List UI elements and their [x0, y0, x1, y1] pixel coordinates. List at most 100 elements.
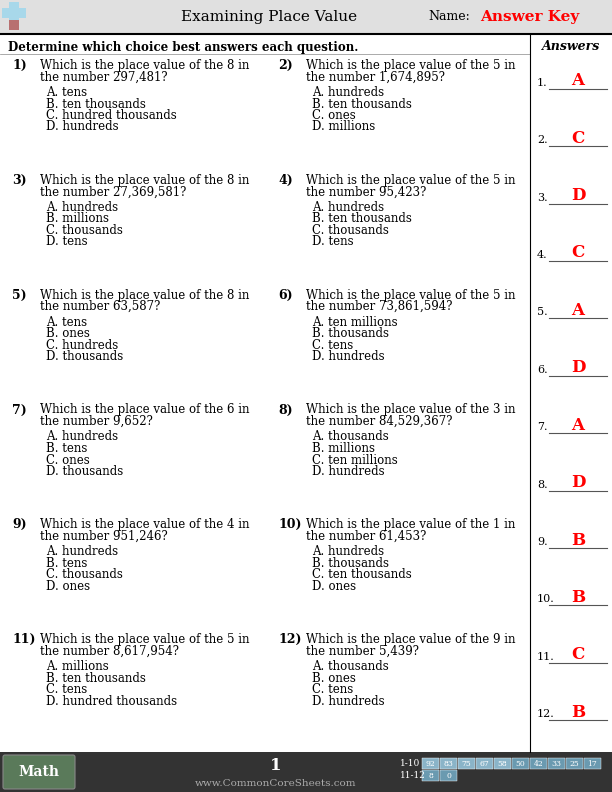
- Text: Determine which choice best answers each question.: Determine which choice best answers each…: [8, 40, 359, 54]
- Text: C: C: [572, 245, 584, 261]
- Text: 9.: 9.: [537, 537, 548, 547]
- Text: C. ten thousands: C. ten thousands: [312, 569, 412, 581]
- Text: 1-10: 1-10: [400, 759, 420, 767]
- Bar: [458, 758, 475, 769]
- Text: C: C: [572, 130, 584, 147]
- Text: Which is the place value of the 1 in: Which is the place value of the 1 in: [306, 518, 515, 531]
- Bar: [584, 758, 601, 769]
- Text: B. millions: B. millions: [46, 212, 109, 226]
- Text: C. thousands: C. thousands: [46, 569, 123, 581]
- Bar: [422, 770, 439, 781]
- Text: www.CommonCoreSheets.com: www.CommonCoreSheets.com: [195, 779, 356, 787]
- Text: B. millions: B. millions: [312, 442, 375, 455]
- Text: 58: 58: [498, 760, 507, 767]
- Text: 50: 50: [516, 760, 525, 767]
- Text: A. hundreds: A. hundreds: [46, 546, 118, 558]
- Text: D. tens: D. tens: [46, 235, 88, 249]
- Bar: [566, 758, 583, 769]
- Bar: [512, 758, 529, 769]
- Text: Examining Place Value: Examining Place Value: [181, 10, 357, 24]
- Text: Which is the place value of the 5 in: Which is the place value of the 5 in: [306, 59, 515, 72]
- Text: 1): 1): [12, 59, 27, 72]
- Bar: [9, 20, 19, 30]
- Text: C. tens: C. tens: [46, 683, 88, 696]
- Text: C. thousands: C. thousands: [46, 224, 123, 237]
- Text: 0: 0: [446, 771, 451, 779]
- Text: C. hundred thousands: C. hundred thousands: [46, 109, 177, 122]
- Text: A. hundreds: A. hundreds: [312, 201, 384, 214]
- Text: B. thousands: B. thousands: [312, 327, 389, 341]
- Bar: [2, 8, 26, 18]
- Text: A. hundreds: A. hundreds: [46, 201, 118, 214]
- Text: 92: 92: [425, 760, 435, 767]
- Bar: [440, 770, 457, 781]
- Text: 8.: 8.: [537, 480, 548, 489]
- Text: 6.: 6.: [537, 365, 548, 375]
- Text: 6): 6): [278, 288, 293, 302]
- Text: A. ten millions: A. ten millions: [312, 316, 398, 329]
- Text: the number 951,246?: the number 951,246?: [40, 530, 168, 543]
- Text: 42: 42: [534, 760, 543, 767]
- Text: the number 9,652?: the number 9,652?: [40, 415, 153, 428]
- Text: 17: 17: [588, 760, 597, 767]
- Text: 5): 5): [12, 288, 27, 302]
- Text: Name:: Name:: [428, 10, 470, 24]
- Text: C. tens: C. tens: [312, 683, 353, 696]
- Text: Which is the place value of the 5 in: Which is the place value of the 5 in: [40, 633, 250, 646]
- Text: B. ones: B. ones: [46, 327, 90, 341]
- Text: 8: 8: [428, 771, 433, 779]
- Text: Which is the place value of the 4 in: Which is the place value of the 4 in: [40, 518, 250, 531]
- Text: B. tens: B. tens: [46, 442, 88, 455]
- Bar: [548, 758, 565, 769]
- Text: the number 27,369,581?: the number 27,369,581?: [40, 185, 187, 198]
- Text: A. hundreds: A. hundreds: [312, 546, 384, 558]
- Bar: [476, 758, 493, 769]
- Text: 33: 33: [551, 760, 561, 767]
- Text: 2.: 2.: [537, 135, 548, 145]
- Text: 67: 67: [480, 760, 490, 767]
- Text: 12.: 12.: [537, 710, 554, 719]
- Text: 75: 75: [461, 760, 471, 767]
- Text: 7): 7): [12, 403, 27, 417]
- Text: C. hundreds: C. hundreds: [46, 339, 118, 352]
- Text: the number 63,587?: the number 63,587?: [40, 300, 160, 313]
- Text: D. hundred thousands: D. hundred thousands: [46, 695, 177, 708]
- Text: B. ten thousands: B. ten thousands: [312, 212, 412, 226]
- Bar: [530, 758, 547, 769]
- Text: D. thousands: D. thousands: [46, 465, 123, 478]
- Text: C. tens: C. tens: [312, 339, 353, 352]
- Text: C. ones: C. ones: [312, 109, 356, 122]
- Bar: [440, 758, 457, 769]
- Text: A. tens: A. tens: [46, 316, 87, 329]
- Text: the number 8,617,954?: the number 8,617,954?: [40, 645, 179, 657]
- Text: Which is the place value of the 5 in: Which is the place value of the 5 in: [306, 173, 515, 187]
- Text: A: A: [572, 72, 584, 89]
- Text: D: D: [571, 360, 585, 376]
- Text: 9): 9): [12, 518, 27, 531]
- Text: D. hundreds: D. hundreds: [312, 465, 384, 478]
- Text: A. tens: A. tens: [46, 86, 87, 99]
- Text: B. thousands: B. thousands: [312, 557, 389, 569]
- Text: C. ones: C. ones: [46, 454, 90, 466]
- Text: B. tens: B. tens: [46, 557, 88, 569]
- Text: D. hundreds: D. hundreds: [312, 350, 384, 364]
- Text: D. millions: D. millions: [312, 120, 375, 134]
- Text: A. millions: A. millions: [46, 661, 109, 673]
- Text: 8): 8): [278, 403, 293, 417]
- Text: B: B: [571, 589, 585, 606]
- Text: 4.: 4.: [537, 250, 548, 260]
- Text: B: B: [571, 704, 585, 721]
- Text: B. ten thousands: B. ten thousands: [46, 97, 146, 111]
- Bar: [422, 758, 439, 769]
- Text: Which is the place value of the 9 in: Which is the place value of the 9 in: [306, 633, 515, 646]
- Text: 3.: 3.: [537, 192, 548, 203]
- Text: the number 61,453?: the number 61,453?: [306, 530, 427, 543]
- Text: A: A: [572, 417, 584, 434]
- Text: Math: Math: [18, 765, 59, 779]
- Text: D. ones: D. ones: [312, 580, 356, 593]
- Text: Which is the place value of the 5 in: Which is the place value of the 5 in: [306, 288, 515, 302]
- Text: A. thousands: A. thousands: [312, 661, 389, 673]
- Text: the number 84,529,367?: the number 84,529,367?: [306, 415, 452, 428]
- Text: A. hundreds: A. hundreds: [312, 86, 384, 99]
- Text: C. ten millions: C. ten millions: [312, 454, 398, 466]
